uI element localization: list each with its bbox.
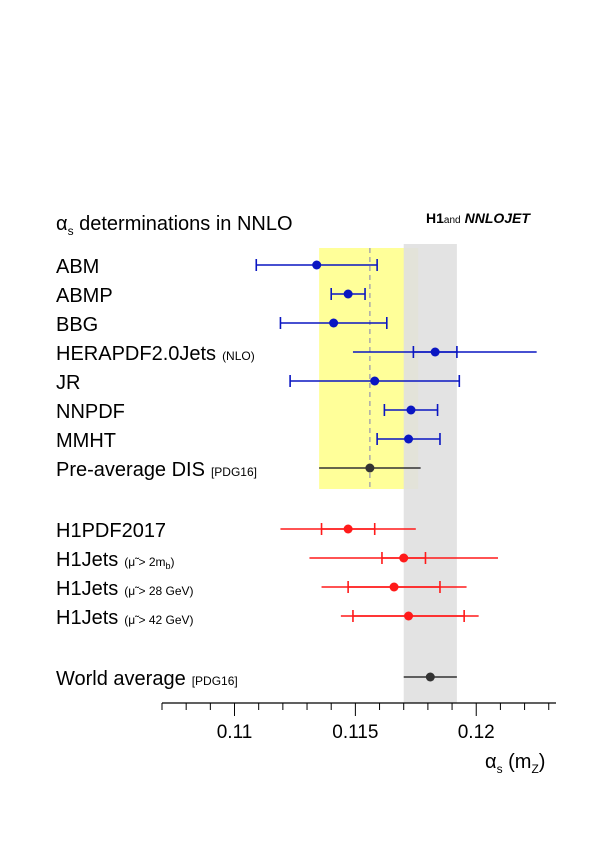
data-point-9 xyxy=(309,552,498,564)
logo-and: and xyxy=(444,215,461,226)
data-point-5 xyxy=(383,404,439,416)
title-symbol: α xyxy=(56,213,68,235)
points-layer xyxy=(255,259,537,682)
chart-title: αs determinations in NNLO xyxy=(56,213,293,238)
entry-label-note: (NLO) xyxy=(222,349,255,363)
entry-label-1: ABMP xyxy=(56,285,113,307)
entry-label-3: HERAPDF2.0Jets (NLO) xyxy=(56,343,255,365)
xlabel-paren-close: ) xyxy=(539,751,546,773)
x-axis-label: αs (mZ) xyxy=(485,751,545,776)
data-point-10 xyxy=(321,581,467,593)
logo-nnlojet: NNLOJET xyxy=(465,210,532,226)
tick-label-1: 0.115 xyxy=(332,722,378,743)
labels-layer: ABM ABMP BBG HERAPDF2.0Jets (NLO) JR NNPDF MMHT… xyxy=(56,256,257,690)
entry-label-4: JR xyxy=(56,372,80,394)
entry-label-text: MMHT xyxy=(56,430,116,452)
xlabel-symbol: α xyxy=(485,751,497,773)
entry-label-5: NNPDF xyxy=(56,401,125,423)
point-marker xyxy=(343,289,353,299)
entry-label-note-sub: b xyxy=(166,561,171,571)
logo: H1and NNLOJET xyxy=(426,210,531,226)
entry-label-text: BBG xyxy=(56,314,98,336)
point-marker xyxy=(343,524,353,534)
entry-label-text: H1Jets xyxy=(56,607,118,629)
entry-label-note: (μ̃ > 42 GeV) xyxy=(124,613,193,627)
point-marker xyxy=(425,672,435,682)
logo-h1: H1 xyxy=(426,210,444,226)
bands-layer xyxy=(319,244,457,703)
point-marker xyxy=(399,553,409,563)
point-marker xyxy=(329,318,339,328)
data-point-11 xyxy=(340,610,479,622)
xlabel-subscript: s xyxy=(497,762,503,776)
entry-label-text: NNPDF xyxy=(56,401,125,423)
entry-label-2: BBG xyxy=(56,314,98,336)
entry-label-8: H1PDF2017 xyxy=(56,520,166,542)
world-average-band xyxy=(403,244,457,703)
point-marker xyxy=(404,611,414,621)
entry-label-text: H1PDF2017 xyxy=(56,520,166,542)
title-text: determinations in NNLO xyxy=(74,213,293,235)
entry-label-note: [PDG16] xyxy=(211,465,257,479)
pre-average-dis-band xyxy=(319,248,419,489)
x-axis: 0.11 0.115 0.12 xyxy=(161,702,556,743)
entry-label-7: Pre-average DIS [PDG16] xyxy=(56,459,257,481)
xlabel-paren-open: (m xyxy=(503,751,532,773)
point-marker xyxy=(430,347,440,357)
entry-label-note: (μ̃ > 28 GeV) xyxy=(124,584,193,598)
data-point-7 xyxy=(319,463,421,473)
point-marker xyxy=(370,376,380,386)
data-point-6 xyxy=(376,433,441,445)
entry-label-text: H1Jets xyxy=(56,578,118,600)
entry-label-6: MMHT xyxy=(56,430,116,452)
xlabel-subscript-z: Z xyxy=(531,762,538,776)
title-subscript: s xyxy=(68,224,74,238)
data-point-8 xyxy=(280,523,416,535)
entry-label-text: HERAPDF2.0Jets xyxy=(56,343,216,365)
entry-label-text: ABM xyxy=(56,256,99,278)
entry-label-text: H1Jets xyxy=(56,549,118,571)
data-point-1 xyxy=(330,288,366,300)
data-point-2 xyxy=(279,317,388,329)
entry-label-12: World average [PDG16] xyxy=(56,668,238,690)
entry-label-note-end: ) xyxy=(171,555,175,569)
point-marker xyxy=(404,434,414,444)
entry-label-text: Pre-average DIS xyxy=(56,459,205,481)
data-point-0 xyxy=(255,259,378,271)
point-marker xyxy=(406,405,416,415)
tick-label-0: 0.11 xyxy=(217,722,253,743)
entry-label-note: (μ̃ > 2m xyxy=(124,555,165,569)
tick-label-2: 0.12 xyxy=(458,722,495,743)
entry-label-note: [PDG16] xyxy=(192,674,238,688)
entry-label-10: H1Jets (μ̃ > 28 GeV) xyxy=(56,578,194,600)
data-point-12 xyxy=(403,672,457,682)
entry-label-11: H1Jets (μ̃ > 42 GeV) xyxy=(56,607,194,629)
entry-label-text: World average xyxy=(56,668,186,690)
point-marker xyxy=(389,582,399,592)
entry-label-text: JR xyxy=(56,372,80,394)
point-marker xyxy=(312,260,322,270)
entry-label-9: H1Jets (μ̃ > 2mb) xyxy=(56,549,175,571)
data-point-3 xyxy=(352,346,537,358)
entry-label-text: ABMP xyxy=(56,285,113,307)
data-point-4 xyxy=(289,375,461,387)
entry-label-0: ABM xyxy=(56,256,99,278)
point-marker xyxy=(365,463,375,473)
